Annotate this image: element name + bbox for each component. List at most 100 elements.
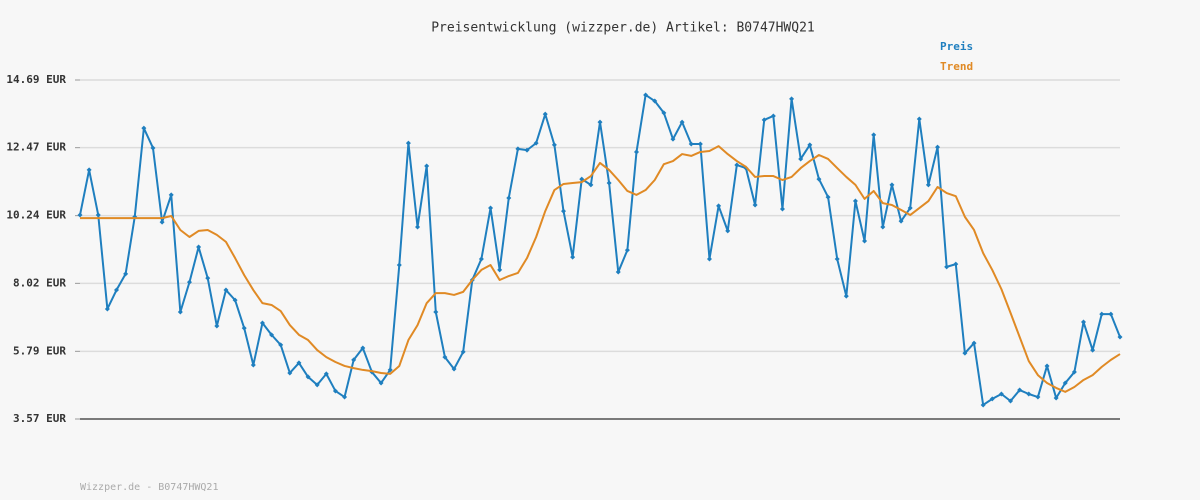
data-point <box>332 388 338 394</box>
data-point <box>488 205 494 211</box>
data-point <box>953 261 959 267</box>
data-point <box>1117 334 1123 340</box>
y-tick-label: 5.79 EUR <box>13 344 66 357</box>
data-point <box>95 212 101 218</box>
data-point <box>789 96 795 102</box>
data-point <box>396 262 402 268</box>
data-point <box>497 267 503 273</box>
data-point <box>159 219 165 225</box>
data-point <box>77 212 83 218</box>
footer: Wizzper.de - B0747HWQ21 <box>80 482 218 493</box>
data-point <box>752 202 758 208</box>
data-point <box>570 254 576 260</box>
data-point <box>515 146 521 152</box>
data-point <box>998 391 1004 397</box>
data-point <box>862 238 868 244</box>
data-point <box>1081 319 1087 325</box>
data-point <box>688 141 694 147</box>
data-point <box>478 256 484 262</box>
data-point <box>405 140 411 146</box>
chart-title: Preisentwicklung (wizzper.de) Artikel: B… <box>431 21 815 36</box>
data-point <box>643 92 649 98</box>
data-point <box>925 182 931 188</box>
data-point <box>588 182 594 188</box>
data-point <box>880 224 886 230</box>
data-point <box>1044 363 1050 369</box>
legend-entry: Trend <box>940 60 973 73</box>
data-point <box>1035 394 1041 400</box>
data-point <box>633 149 639 155</box>
data-point <box>816 176 822 182</box>
data-point <box>1062 380 1068 386</box>
data-point <box>1090 347 1096 353</box>
data-point <box>86 167 92 173</box>
data-point <box>962 350 968 356</box>
data-point <box>1071 369 1077 375</box>
data-point <box>843 293 849 299</box>
data-point <box>807 142 813 148</box>
data-point <box>551 142 557 148</box>
data-point <box>177 309 183 315</box>
data-point <box>250 362 256 368</box>
data-point <box>232 297 238 303</box>
data-point <box>214 323 220 329</box>
data-point <box>907 205 913 211</box>
data-point <box>378 380 384 386</box>
data-point <box>697 141 703 147</box>
data-point <box>168 192 174 198</box>
data-point <box>259 320 265 326</box>
data-point <box>287 370 293 376</box>
data-point <box>615 269 621 275</box>
data-point <box>679 119 685 125</box>
data-point <box>606 180 612 186</box>
data-point <box>761 117 767 123</box>
data-point <box>296 360 302 366</box>
data-point <box>1099 311 1105 317</box>
data-point <box>825 194 831 200</box>
y-tick-label: 10.24 EUR <box>6 209 66 222</box>
data-point <box>670 136 676 142</box>
data-point <box>269 332 275 338</box>
data-point <box>889 182 895 188</box>
data-point <box>779 206 785 212</box>
data-point <box>223 287 229 293</box>
data-point <box>123 271 129 277</box>
data-point <box>834 256 840 262</box>
data-point <box>871 132 877 138</box>
y-tick-label: 8.02 EUR <box>13 276 66 289</box>
data-point <box>415 224 421 230</box>
data-point <box>305 374 311 380</box>
data-point <box>533 140 539 146</box>
data-point <box>989 396 995 402</box>
data-point <box>1053 395 1059 401</box>
data-point <box>916 116 922 122</box>
data-point <box>342 394 348 400</box>
y-tick-label: 12.47 EUR <box>6 141 66 154</box>
data-point <box>725 228 731 234</box>
data-point <box>561 208 567 214</box>
data-point <box>360 345 366 351</box>
series-line <box>80 145 1121 393</box>
data-point <box>1017 387 1023 393</box>
data-point <box>971 340 977 346</box>
data-point <box>716 203 722 209</box>
y-tick-label: 14.69 EUR <box>6 73 66 86</box>
data-point <box>542 111 548 117</box>
data-point <box>278 342 284 348</box>
data-point <box>241 325 247 331</box>
data-point <box>196 244 202 250</box>
data-point <box>506 195 512 201</box>
data-point <box>451 366 457 372</box>
data-point <box>734 162 740 168</box>
data-point <box>1108 311 1114 317</box>
data-point <box>798 156 804 162</box>
data-point <box>104 306 110 312</box>
data-point <box>314 382 320 388</box>
data-point <box>387 367 393 373</box>
legend-entry: Preis <box>940 40 973 53</box>
data-point <box>652 98 658 104</box>
series-line <box>79 93 1121 406</box>
data-point <box>706 256 712 262</box>
data-point <box>944 264 950 270</box>
